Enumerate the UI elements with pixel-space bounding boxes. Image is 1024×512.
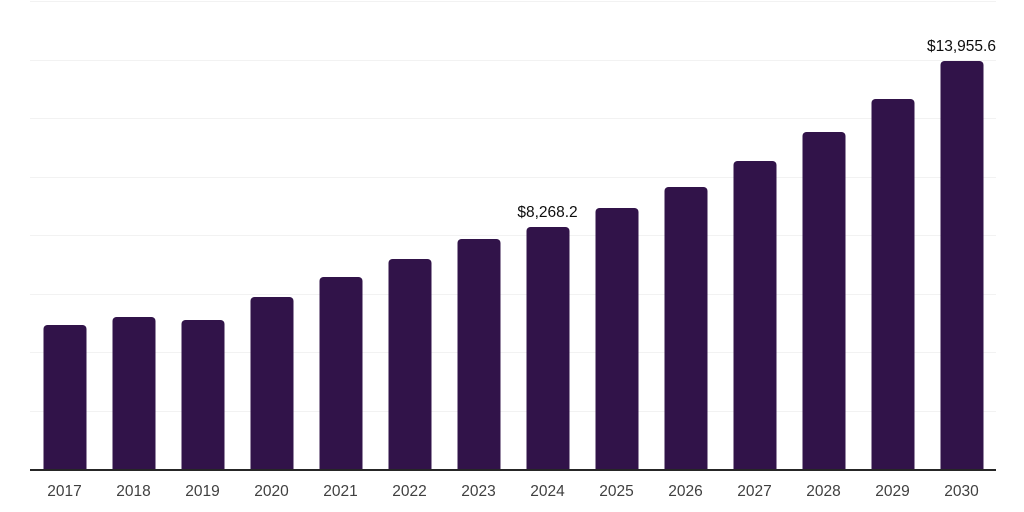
bar-slot-2030: $13,955.6 — [927, 1, 996, 469]
x-tick-2020: 2020 — [254, 483, 289, 500]
x-tick-2019: 2019 — [185, 483, 220, 500]
bar-slot-2024: $8,268.2 — [513, 1, 582, 469]
x-tick-2028: 2028 — [806, 483, 841, 500]
bar-2027 — [733, 161, 776, 469]
data-label-2030: $13,955.6 — [927, 37, 996, 55]
data-label-2024: $8,268.2 — [517, 204, 578, 222]
x-tick-2025: 2025 — [599, 483, 634, 500]
bar-slot-2023 — [444, 1, 513, 469]
x-axis-labels: 2017 2018 2019 2020 2021 2022 2023 2024 2025 2026… — [30, 481, 996, 503]
bar-slot-2019 — [168, 1, 237, 469]
bar-2024 — [526, 227, 569, 469]
bars-container: $8,268.2 $13,955.6 — [30, 1, 996, 469]
gridline-14000 — [30, 59, 996, 61]
bar-slot-2021 — [306, 1, 375, 469]
x-tick-2030: 2030 — [944, 483, 979, 500]
x-tick-2017: 2017 — [47, 483, 82, 500]
bar-slot-2029 — [858, 1, 927, 469]
bar-2017 — [43, 324, 86, 469]
bar-slot-2020 — [237, 1, 306, 469]
bar-slot-2028 — [789, 1, 858, 469]
gridline-4000 — [30, 352, 996, 353]
gridline-10000 — [30, 176, 996, 178]
x-tick-2026: 2026 — [668, 483, 703, 500]
bar-slot-2017 — [30, 1, 99, 469]
bar-2028 — [802, 132, 845, 469]
bar-slot-2025 — [582, 1, 651, 469]
x-tick-2022: 2022 — [392, 483, 427, 500]
bar-2025 — [595, 207, 638, 469]
x-tick-2023: 2023 — [461, 483, 496, 500]
bar-2026 — [664, 187, 707, 469]
bar-2021 — [319, 276, 362, 469]
bar-2019 — [181, 319, 224, 469]
x-axis-line — [30, 469, 996, 471]
bar-2020 — [250, 297, 293, 469]
bar-2029 — [871, 99, 914, 469]
x-tick-2021: 2021 — [323, 483, 358, 500]
gridline-12000 — [30, 118, 996, 119]
bar-slot-2018 — [99, 1, 168, 469]
gridline-6000 — [30, 293, 996, 295]
gridline-16000 — [30, 1, 996, 2]
x-tick-2018: 2018 — [116, 483, 151, 500]
bar-slot-2022 — [375, 1, 444, 469]
plot-area: $8,268.2 $13,955.6 — [30, 1, 996, 469]
x-tick-2029: 2029 — [875, 483, 910, 500]
bar-slot-2027 — [720, 1, 789, 469]
gridline-2000 — [30, 410, 996, 412]
bar-2030 — [940, 60, 983, 469]
bar-slot-2026 — [651, 1, 720, 469]
x-tick-2024: 2024 — [530, 483, 565, 500]
bar-2023 — [457, 238, 500, 469]
x-tick-2027: 2027 — [737, 483, 772, 500]
gridline-8000 — [30, 235, 996, 236]
bar-2018 — [112, 316, 155, 469]
bar-2022 — [388, 259, 431, 469]
